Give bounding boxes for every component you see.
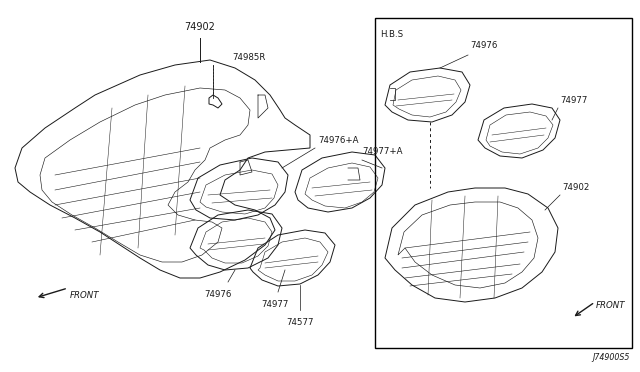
Text: J74900S5: J74900S5	[593, 353, 630, 362]
Text: H.B.S: H.B.S	[380, 30, 403, 39]
Text: 74985R: 74985R	[232, 53, 266, 62]
Text: 74577: 74577	[286, 318, 314, 327]
Text: 74902: 74902	[184, 22, 216, 32]
Bar	[375, 18, 632, 348]
Text: 74976+A: 74976+A	[318, 136, 358, 145]
Text: 74977: 74977	[560, 96, 588, 105]
Text: 74976: 74976	[470, 41, 497, 50]
Text: 74902: 74902	[562, 183, 589, 192]
Text: 74977: 74977	[261, 300, 289, 309]
Text: 74977+A: 74977+A	[362, 147, 403, 156]
Text: 74976: 74976	[204, 290, 232, 299]
Text: FRONT: FRONT	[70, 291, 99, 299]
Text: FRONT: FRONT	[596, 301, 625, 310]
